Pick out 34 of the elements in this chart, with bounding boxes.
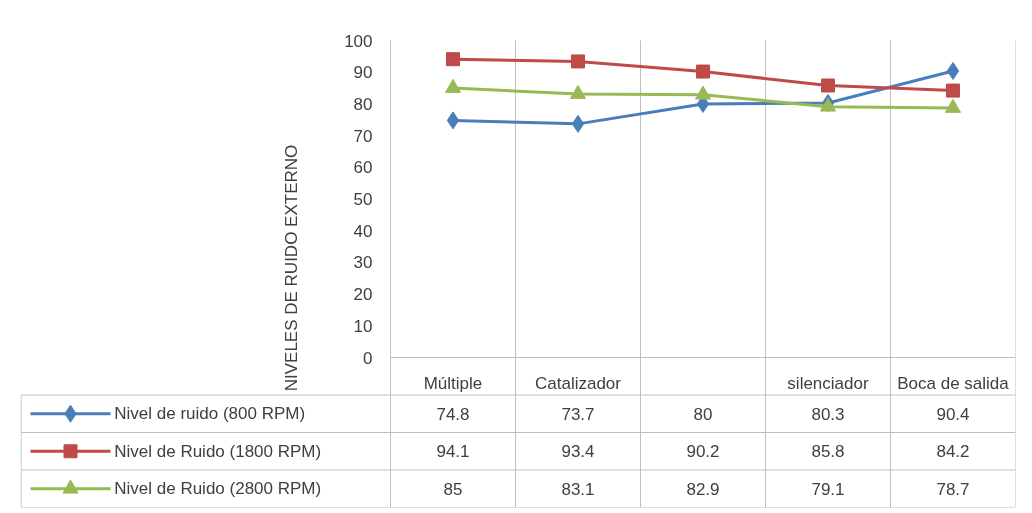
y-tick-label: 0 bbox=[363, 348, 373, 368]
data-label: 84.2 bbox=[936, 442, 970, 462]
y-tick-label: 60 bbox=[353, 158, 373, 178]
y-axis-title: NIVELES DE RUIDO EXTERNO bbox=[282, 144, 302, 392]
y-tick-label: 100 bbox=[344, 31, 373, 51]
legend-label: Nivel de ruido (800 RPM) bbox=[114, 404, 306, 424]
data-label: 74.8 bbox=[436, 404, 470, 424]
data-label: 82.9 bbox=[686, 479, 720, 499]
x-tick-label: silenciador bbox=[787, 373, 869, 393]
data-label: 90.2 bbox=[686, 442, 720, 462]
y-tick-label: 70 bbox=[353, 126, 373, 146]
y-tick-label: 30 bbox=[353, 253, 373, 273]
x-tick-label: Boca de salida bbox=[897, 373, 1010, 393]
data-label: 90.4 bbox=[936, 404, 970, 424]
data-label: 85.8 bbox=[811, 442, 845, 462]
y-tick-label: 20 bbox=[353, 285, 373, 305]
data-label: 85 bbox=[443, 479, 463, 499]
legend-label: Nivel de Ruido (2800 RPM) bbox=[114, 479, 322, 499]
data-label: 78.7 bbox=[936, 479, 970, 499]
x-tick-label: Múltiple bbox=[423, 373, 483, 393]
x-tick-label: Catalizador bbox=[535, 373, 622, 393]
data-label: 79.1 bbox=[811, 479, 845, 499]
y-tick-label: 10 bbox=[353, 316, 373, 336]
y-tick-label: 40 bbox=[353, 221, 373, 241]
y-tick-label: 80 bbox=[353, 94, 373, 114]
y-tick-label: 50 bbox=[353, 190, 373, 209]
y-tick-label: 90 bbox=[353, 63, 373, 83]
data-label: 73.7 bbox=[561, 404, 595, 424]
data-label: 80 bbox=[693, 404, 713, 424]
data-label: 93.4 bbox=[561, 442, 595, 462]
data-label: 80.3 bbox=[811, 404, 845, 424]
legend-label: Nivel de Ruido (1800 RPM) bbox=[114, 441, 322, 461]
data-label: 83.1 bbox=[561, 479, 595, 499]
data-label: 94.1 bbox=[436, 442, 470, 462]
